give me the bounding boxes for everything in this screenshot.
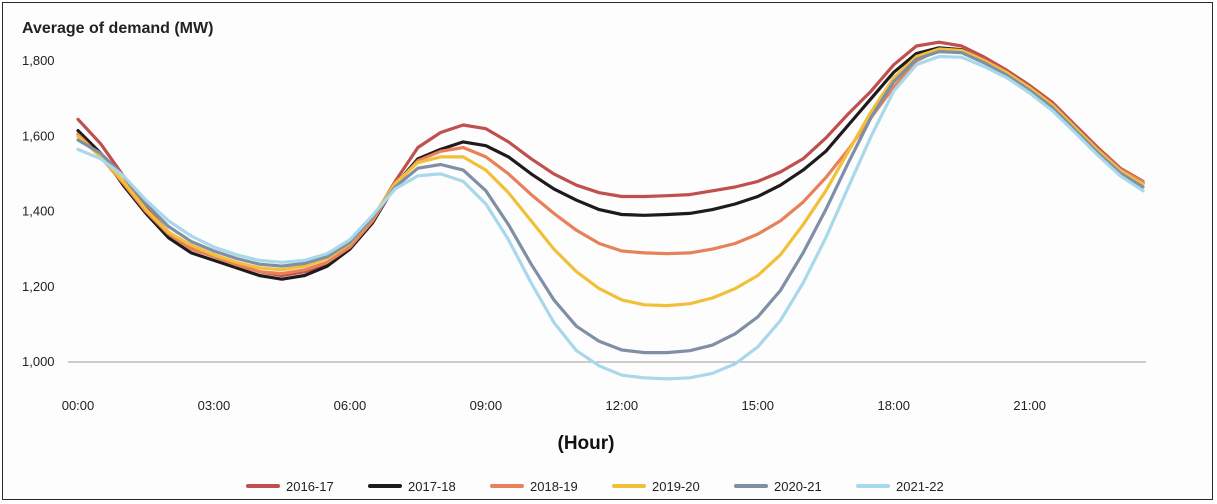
legend-label-2016-17: 2016-17 bbox=[286, 479, 334, 494]
y-tick-label: 1,200 bbox=[22, 279, 55, 294]
x-tick-label: 09:00 bbox=[470, 398, 503, 413]
chart-title: Average of demand (MW) bbox=[22, 20, 213, 37]
series-line-2021-22 bbox=[76, 54, 1145, 381]
x-tick-label: 21:00 bbox=[1013, 398, 1046, 413]
y-tick-label: 1,600 bbox=[22, 128, 55, 143]
series-line-2018-19 bbox=[76, 48, 1145, 276]
legend-label-2019-20: 2019-20 bbox=[652, 479, 700, 494]
series-line-2020-21 bbox=[76, 49, 1145, 355]
x-tick-label: 03:00 bbox=[198, 398, 231, 413]
series-line-2019-20 bbox=[76, 47, 1145, 308]
y-tick-label: 1,400 bbox=[22, 204, 55, 219]
y-tick-label: 1,000 bbox=[22, 354, 55, 369]
x-tick-label: 12:00 bbox=[606, 398, 639, 413]
series-line-2016-17 bbox=[76, 40, 1145, 278]
x-tick-label: 06:00 bbox=[334, 398, 367, 413]
y-axis-ticks: 1,000 1,200 1,400 1,600 1,800 bbox=[22, 53, 55, 369]
series-lines bbox=[76, 40, 1145, 381]
legend-label-2017-18: 2017-18 bbox=[408, 479, 456, 494]
x-axis-ticks: 00:00 03:00 06:00 09:00 12:00 15:00 18:00 21:00 bbox=[62, 398, 1046, 413]
x-tick-label: 00:00 bbox=[62, 398, 95, 413]
x-axis-label: (Hour) bbox=[558, 433, 615, 454]
legend-label-2021-22: 2021-22 bbox=[896, 479, 944, 494]
x-tick-label: 15:00 bbox=[742, 398, 775, 413]
legend: 2016-17 2017-18 2018-19 2019-20 2020-21 2021-… bbox=[246, 479, 944, 494]
y-tick-label: 1,800 bbox=[22, 53, 55, 68]
x-tick-label: 18:00 bbox=[877, 398, 910, 413]
series-line-2017-18 bbox=[76, 46, 1145, 281]
legend-label-2018-19: 2018-19 bbox=[530, 479, 578, 494]
legend-label-2020-21: 2020-21 bbox=[774, 479, 822, 494]
